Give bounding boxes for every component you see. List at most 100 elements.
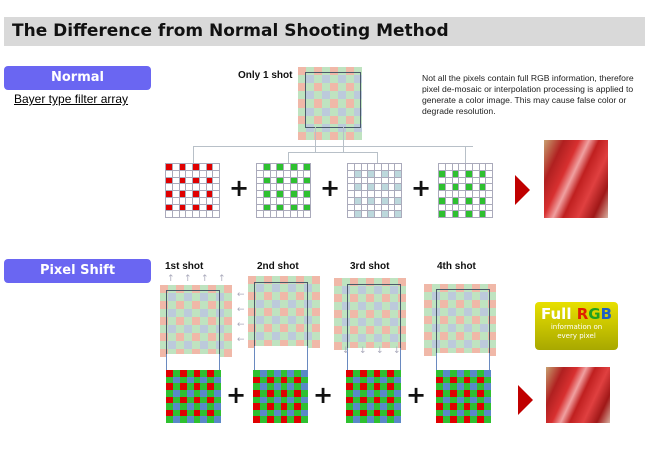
grid-cell [442,370,450,377]
mosaic-cell [350,294,358,302]
grid-cell [207,376,215,384]
mosaic-cell [264,332,272,340]
mosaic-cell [160,309,168,317]
grid-cell [259,376,267,384]
mosaic-cell [224,293,232,301]
mosaic-cell [338,75,346,84]
mosaic-cell [272,292,280,300]
grid-cell [479,177,487,185]
grid-cell [301,403,308,410]
grid-cell [368,204,375,212]
mosaic-cell [160,301,168,309]
grid-cell [486,164,493,171]
mosaic-cell [440,340,448,348]
grid-cell [200,370,208,377]
grid-cell [373,396,381,404]
mosaic-cell [382,294,390,302]
shift-down-arrow-icon: ↓ [342,346,350,356]
mosaic-cell [342,286,350,294]
grid-cell [257,197,264,205]
connector [193,146,194,163]
grid-cell [214,396,221,404]
grid-cell [359,396,367,404]
shot-mosaic [160,285,232,357]
grid-cell [270,197,278,205]
mosaic-cell [464,332,472,340]
sensor-frame [436,289,490,354]
grid-cell [375,164,382,171]
grid-cell [484,416,491,423]
grid-cell [172,191,180,198]
grid-cell [166,204,173,212]
mosaic-cell [168,341,176,349]
grid-cell [186,191,193,198]
mosaic-cell [342,318,350,326]
mosaic-cell [296,340,304,348]
grid-cell [200,416,208,423]
grid-cell [294,396,302,404]
grid-cell [172,211,180,218]
grid-cell [354,177,362,185]
mosaic-cell [306,115,314,124]
mosaic-cell [480,340,488,348]
grid-cell [259,403,267,410]
grid-cell [373,389,381,397]
mosaic-cell [272,276,280,284]
mosaic-cell [192,341,200,349]
mosaic-cell [464,324,472,332]
grid-cell [193,409,201,417]
grid-cell [199,191,207,198]
mosaic-cell [330,83,338,92]
grid-cell [484,409,491,417]
grid-cell [214,370,221,377]
mosaic-cell [472,292,480,300]
grid-cell [459,211,466,218]
grid-cell [284,164,291,171]
grid-cell [359,376,367,384]
connector [377,152,378,163]
grid-cell [346,370,353,377]
grid-cell [463,383,471,390]
mosaic-cell [390,334,398,342]
mosaic-cell [366,342,374,350]
mosaic-cell [390,310,398,318]
mosaic-cell [358,334,366,342]
grid-cell [179,191,187,198]
grid-cell [206,170,214,178]
grid-cell [186,416,194,423]
mosaic-cell [200,293,208,301]
grid-cell [193,389,201,397]
mosaic-cell [338,107,346,116]
pixel-shift-result-photo [546,367,610,423]
grid-cell [436,396,443,404]
mosaic-cell [358,342,366,350]
mosaic-cell [456,284,464,292]
plus-sign: + [226,381,247,409]
grid-cell [395,197,402,205]
grid-cell [179,170,187,178]
grid-cell [456,409,464,417]
grid-cell [470,370,478,377]
grid-cell [373,383,381,390]
grid-cell [449,403,457,410]
grid-cell [459,170,466,178]
grid-cell [375,204,382,212]
grid-cell [277,184,284,191]
mosaic-cell [354,107,362,116]
mosaic-cell [338,99,346,108]
mosaic-cell [248,276,256,284]
grid-cell [193,197,200,205]
mosaic-cell [168,349,176,357]
mosaic-cell [346,67,354,76]
grid-cell [273,403,281,410]
grid-cell [452,170,460,178]
mosaic-cell [346,99,354,108]
sensor-frame [254,282,308,347]
rgb-result-grid [253,370,308,423]
grid-cell [199,164,207,171]
mosaic-cell [200,341,208,349]
grid-cell [449,370,457,377]
grid-cell [207,383,215,390]
mosaic-cell [354,131,362,140]
grid-cell [186,211,193,218]
